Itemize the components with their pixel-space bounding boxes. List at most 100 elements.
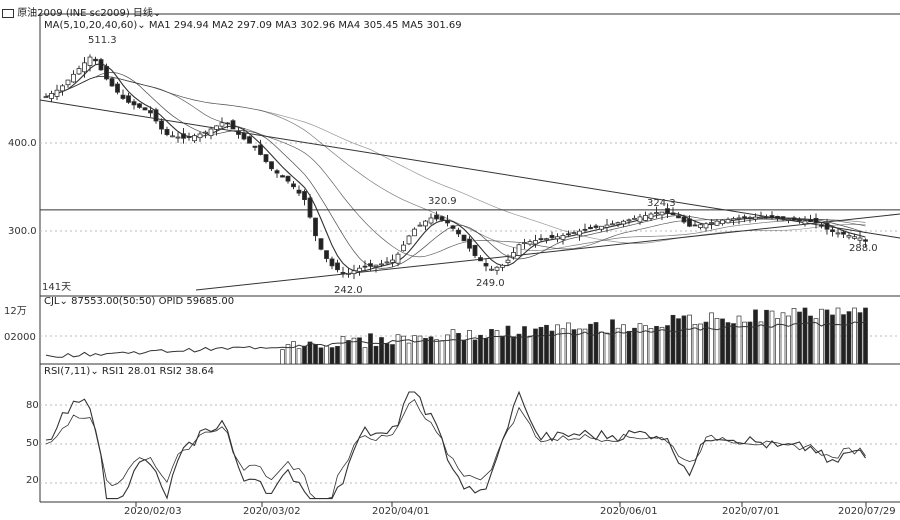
volume-value: 87553.00(50:50) [71,296,156,307]
rsi-legend: RSI(7,11)⌄ RSI1 28.01 RSI2 38.64 [44,366,214,377]
candle-body [615,222,621,225]
volume-bar [544,324,549,365]
candle-body [516,244,522,256]
moving-average-lines [45,63,866,272]
volume-bar [698,323,703,365]
candle-body [577,230,582,236]
volume-indicator-name[interactable]: CJL [44,296,60,307]
volume-bar [324,345,329,365]
candle-body [604,224,610,228]
volume-bar [401,335,406,365]
volume-bar [582,328,588,365]
volume-bar [351,337,357,365]
candle-body [665,208,670,214]
ma3-value: MA3 302.96 [275,20,336,31]
ma5-value: MA5 301.69 [401,20,462,31]
candle-body [291,183,296,188]
candle-body [670,212,676,216]
chevron-down-icon[interactable]: ⌄ [90,366,99,377]
candle-body [522,242,527,244]
candle-body [621,220,626,225]
chevron-down-icon[interactable]: ⌄ [152,8,162,19]
ma4-value: MA4 305.45 [338,20,399,31]
candle-body [780,216,786,220]
volume-bar [439,340,445,365]
period-selector[interactable]: 日线 [132,8,153,19]
candle-body [208,128,214,137]
volume-bar [533,328,538,365]
candle-body [654,212,659,214]
volume-bar [379,337,384,365]
volume-bar [296,348,302,365]
volume-bar [791,308,797,365]
volume-bar [357,337,362,365]
candle-body [43,96,49,99]
chevron-down-icon[interactable]: ⌄ [59,296,68,307]
volume-bar [445,334,450,365]
volume-bar [450,329,456,365]
candle-body [428,217,434,224]
trend-line-lower [195,213,900,291]
candle-body [186,136,192,138]
volume-bar [621,324,626,365]
volume-bar [813,318,819,365]
ma-line-2 [45,72,866,269]
volume-bar [285,344,291,365]
rsi-lines [45,390,866,500]
candle-body [318,238,324,250]
candle-body [758,216,764,219]
candle-body [104,66,109,80]
candle-body [775,215,780,219]
candle-body [390,259,395,263]
ma-legend: MA(5,10,20,40,60)⌄ MA1 294.94 MA2 297.09… [44,20,462,31]
volume-bar [412,335,417,365]
candle-body [401,244,406,252]
candle-body [115,83,120,93]
x-label-0601: 2020/06/01 [600,506,658,517]
candle-body [824,222,830,230]
x-label-0701: 2020/07/01 [722,506,780,517]
candle-body [302,191,307,201]
candle-body [731,218,736,221]
rsi-indicator-name[interactable]: RSI(7,11) [44,366,91,377]
candle-body [340,271,346,274]
candle-body [467,238,472,249]
volume-bar [395,334,401,365]
volume-bar [406,342,412,365]
candle-body [49,93,54,99]
volume-bar [637,323,643,365]
ma-params[interactable]: MA(5,10,20,40,60) [44,20,138,31]
volume-bar [769,310,775,365]
volume-bar [720,318,725,365]
rsi-tick-50: 50 [26,438,39,449]
volume-bar [819,308,824,365]
volume-bar [780,312,786,365]
volume-bar [417,335,423,365]
candle-body [120,94,126,99]
rsi-tick-20: 20 [26,475,39,486]
candle-body [109,78,115,87]
instrument-symbol[interactable]: 原油2009 [17,8,63,19]
chevron-down-icon[interactable]: ⌄ [137,20,146,31]
volume-bar [709,312,714,365]
candle-body [214,125,219,130]
candle-body [373,264,379,267]
x-label-0401: 2020/04/01 [372,506,430,517]
candle-body [98,59,104,71]
candle-body [786,219,791,221]
candle-body [76,68,82,75]
candle-body [483,263,489,267]
candle-body [384,261,390,264]
annotation-peak2: 320.9 [428,196,457,207]
candle-body [153,109,159,122]
ma-line-4 [45,75,866,251]
candle-body [296,189,302,194]
candle-body [846,235,852,238]
volume-bar [753,309,758,365]
candle-body [505,259,511,263]
candle-body [274,170,280,174]
volume-bar [665,325,670,365]
rsi2-line [45,398,866,499]
candle-body [863,239,868,242]
